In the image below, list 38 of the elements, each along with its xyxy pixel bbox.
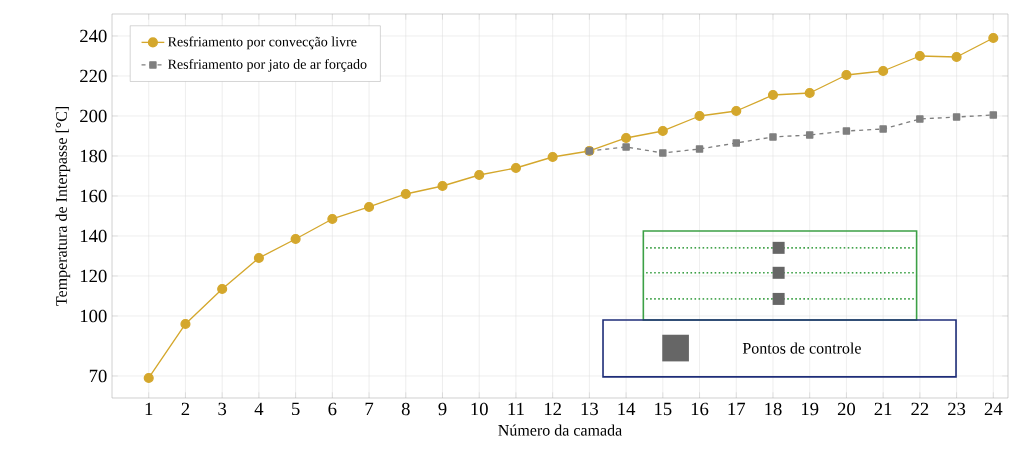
y-tick-label: 240 <box>80 29 107 43</box>
x-tick-label: 7 <box>365 402 374 415</box>
x-tick-label: 19 <box>802 402 819 416</box>
x-tick-label: 13 <box>581 402 598 416</box>
legend-label: Resfriamento por jato de ar forçado <box>168 58 367 72</box>
x-tick-label: 15 <box>655 402 672 416</box>
x-tick-label: 23 <box>948 402 966 416</box>
y-tick-label: 180 <box>80 149 107 163</box>
x-tick-label: 20 <box>837 402 856 416</box>
x-tick-label: 3 <box>218 402 227 416</box>
x-tick-label: 14 <box>618 402 636 416</box>
x-tick-label: 18 <box>765 402 782 416</box>
y-tick-label: 120 <box>80 269 107 283</box>
x-tick-label: 10 <box>471 402 488 416</box>
x-tick-label: 4 <box>254 402 264 415</box>
x-tick-label: 21 <box>874 402 892 416</box>
y-tick-label: 220 <box>80 69 107 83</box>
y-axis-title: Temperatura de Interpasse [°C] <box>55 107 71 306</box>
y-tick-label: 200 <box>80 109 107 123</box>
x-tick-label: 2 <box>181 402 190 416</box>
y-tick-label: 140 <box>80 229 107 243</box>
x-tick-label: 8 <box>401 402 410 416</box>
y-tick-label: 100 <box>80 309 107 323</box>
x-tick-label: 22 <box>911 402 929 416</box>
x-tick-label: 11 <box>508 402 524 416</box>
y-tick-label: 70 <box>89 369 107 383</box>
x-tick-label: 1 <box>145 402 153 416</box>
x-tick-label: 16 <box>691 402 709 416</box>
y-tick-label: 160 <box>80 189 107 203</box>
annotation: Pontos de controle <box>742 342 861 354</box>
x-tick-label: 6 <box>328 402 337 416</box>
x-tick-label: 24 <box>984 402 1003 416</box>
x-axis-title: Número da camada <box>498 424 622 436</box>
x-tick-label: 12 <box>544 402 561 416</box>
x-tick-label: 5 <box>292 402 300 416</box>
legend-label: Resfriamento por convecção livre <box>168 36 357 50</box>
x-tick-label: 9 <box>438 402 447 416</box>
x-tick-label: 17 <box>728 402 746 416</box>
